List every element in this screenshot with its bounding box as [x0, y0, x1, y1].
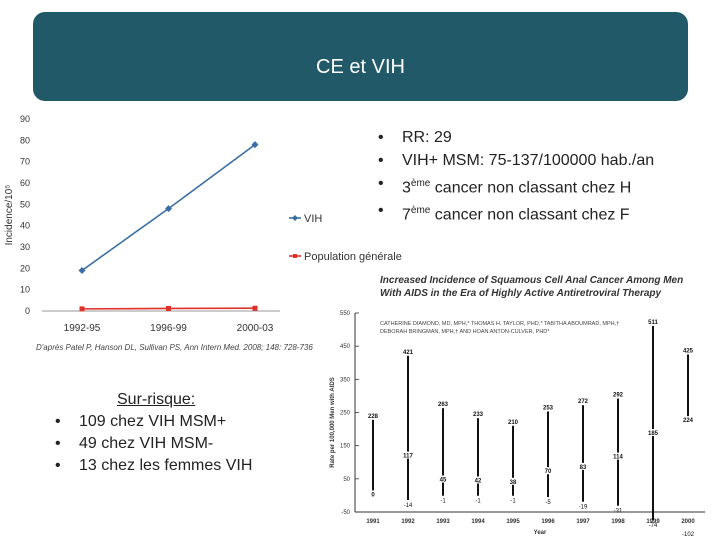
y-tick-label: 90 — [20, 114, 30, 124]
list-item: 13 chez les femmes VIH — [55, 455, 252, 477]
y-tick-label: 40 — [20, 221, 30, 231]
upper-label: 233 — [473, 412, 484, 418]
paper-title: Increased Incidence of Squamous Cell Ana… — [380, 275, 684, 299]
upper-label: 253 — [543, 406, 554, 412]
list-item: 49 chez VIH MSM- — [55, 433, 252, 455]
point-label: 114 — [613, 455, 623, 461]
point-label-bg — [472, 476, 484, 484]
y-tick-label: 60 — [20, 178, 30, 188]
y-tick-label: 70 — [20, 157, 30, 167]
y-tick-label: -50 — [341, 510, 350, 516]
key-facts-list: RR: 29 VIH+ MSM: 75-137/100000 hab./an 3… — [378, 126, 654, 227]
y-tick-label: 30 — [20, 242, 30, 252]
lower-label: -1 — [475, 499, 481, 505]
lower-label: -74 — [649, 523, 658, 529]
list-item: 3ème cancer non classant chez H — [378, 172, 654, 199]
y-tick-label: 550 — [340, 311, 351, 317]
upper-label: 421 — [403, 350, 414, 356]
data-point — [79, 306, 85, 312]
point-label-bg — [612, 452, 624, 460]
x-tick-label: 1995 — [506, 519, 520, 525]
legend-marker — [293, 254, 297, 258]
lower-label: -1 — [510, 499, 516, 505]
y-tick-label: 450 — [340, 344, 351, 350]
list-item: 7ème cancer non classant chez F — [378, 199, 654, 226]
point-label: 83 — [580, 465, 587, 471]
legend-label: Population générale — [304, 251, 402, 263]
y-axis-label: Incidence/10⁵ — [4, 185, 15, 246]
lower-label: -5 — [545, 500, 551, 506]
data-point — [78, 266, 86, 274]
y-tick-label: 50 — [20, 199, 30, 209]
y-tick-label: 50 — [343, 477, 350, 483]
page-title: CE et VIH — [316, 56, 405, 78]
x-axis-label: Year — [534, 530, 547, 536]
y-axis-label: Rate per 100,000 Men with AIDS — [330, 377, 336, 467]
x-tick-label: 1996 — [541, 519, 555, 525]
point-label: 42 — [475, 478, 482, 484]
point-label-bg — [542, 467, 554, 475]
list-item: RR: 29 — [378, 126, 654, 149]
x-tick-label: 1994 — [471, 519, 485, 525]
paper-authors: CATHERINE DIAMOND, MD, MPH,* THOMAS H. T… — [380, 321, 620, 335]
y-tick-label: 20 — [20, 263, 30, 273]
x-tick-label: 1991 — [366, 519, 380, 525]
data-point — [251, 141, 259, 149]
point-label-bg — [507, 477, 519, 485]
left-chart-citation: D'après Patel P, Hanson DL, Sullivan PS,… — [36, 343, 313, 352]
lower-label: -31 — [614, 509, 623, 515]
x-tick-label: 1996-99 — [150, 323, 187, 334]
x-tick-label: 2000 — [681, 519, 695, 525]
list-item: 109 chez VIH MSM+ — [55, 411, 252, 433]
upper-label: 511 — [648, 320, 658, 326]
upper-label: 263 — [438, 402, 449, 408]
x-tick-label: 1992 — [401, 519, 415, 525]
point-label: 0 — [371, 492, 375, 498]
point-label: 185 — [648, 431, 659, 437]
legend-marker — [292, 215, 298, 221]
point-label-bg — [682, 416, 694, 424]
point-label-bg — [577, 462, 589, 470]
y-tick-label: 10 — [20, 285, 30, 295]
data-point — [165, 205, 172, 213]
x-tick-label: 1992-95 — [64, 323, 101, 334]
excess-risk-block: Sur-risque: 109 chez VIH MSM+ 49 chez VI… — [55, 389, 252, 477]
y-tick-label: 0 — [25, 306, 30, 316]
upper-label: 272 — [578, 399, 589, 405]
point-label-bg — [367, 490, 379, 498]
lower-label: -102 — [682, 532, 695, 538]
point-label-bg — [647, 429, 659, 437]
x-tick-label: 1997 — [576, 519, 590, 525]
upper-label: 210 — [508, 420, 519, 426]
title-bar: CE et VIH — [33, 12, 688, 101]
x-tick-label: 2000-03 — [237, 323, 274, 334]
lower-label: -14 — [404, 503, 413, 509]
data-point — [166, 305, 171, 311]
y-tick-label: 150 — [340, 444, 351, 450]
point-label: 45 — [440, 477, 447, 483]
upper-label: 228 — [368, 414, 379, 420]
point-label: 38 — [510, 480, 517, 486]
point-label: 70 — [545, 469, 552, 475]
legend-label: VIH — [304, 213, 322, 225]
excess-risk-heading: Sur-risque: — [117, 391, 196, 408]
point-label-bg — [437, 475, 449, 483]
list-item: VIH+ MSM: 75-137/100000 hab./an — [378, 149, 654, 172]
y-tick-label: 250 — [340, 411, 351, 417]
point-label-bg — [402, 451, 414, 459]
lower-label: -1 — [440, 499, 446, 505]
point-label: 224 — [683, 418, 694, 424]
upper-label: 292 — [613, 393, 624, 399]
lower-label: -19 — [579, 505, 588, 511]
point-label: 117 — [403, 454, 413, 460]
y-tick-label: 80 — [20, 135, 30, 145]
data-point — [252, 305, 258, 311]
y-tick-label: 350 — [340, 377, 351, 383]
x-tick-label: 1999 — [646, 519, 660, 525]
x-tick-label: 1998 — [611, 519, 625, 525]
x-tick-label: 1993 — [436, 519, 450, 525]
upper-label: 425 — [683, 348, 694, 354]
